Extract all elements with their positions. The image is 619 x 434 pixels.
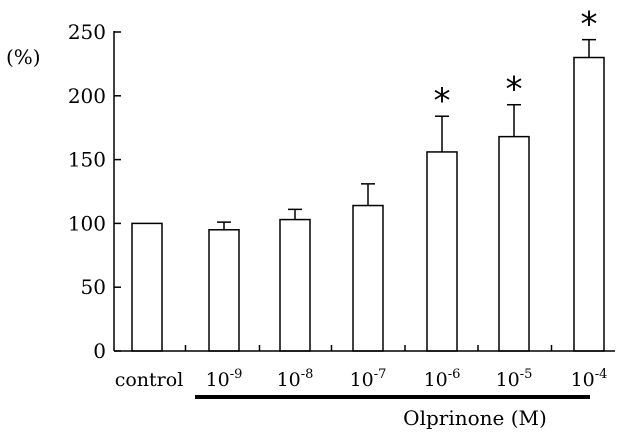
bar <box>573 56 605 352</box>
category-label: control <box>115 369 184 391</box>
category-label: 10-4 <box>571 367 608 391</box>
y-axis-unit-label: (%) <box>6 45 41 69</box>
category-label: 10-7 <box>350 367 387 391</box>
bar <box>498 135 530 352</box>
category-label: 10-6 <box>424 367 461 391</box>
y-tick-label: 0 <box>93 339 106 363</box>
y-tick-label: 100 <box>68 211 106 235</box>
x-axis-label: Olprinone (M) <box>403 406 547 430</box>
bar <box>426 151 458 352</box>
y-tick-label: 250 <box>68 20 106 44</box>
y-tick-label: 50 <box>81 275 106 299</box>
bar <box>131 222 163 352</box>
bar <box>279 218 311 352</box>
category-label: 10-5 <box>496 367 533 391</box>
category-label: 10-8 <box>277 367 314 391</box>
significance-marker: * <box>506 70 523 110</box>
significance-marker: * <box>434 81 451 121</box>
significance-marker: * <box>581 5 598 45</box>
y-tick-label: 150 <box>68 148 106 172</box>
category-label: 10-9 <box>206 367 243 391</box>
bar <box>208 229 240 352</box>
y-tick-label: 200 <box>68 84 106 108</box>
bar <box>352 204 384 352</box>
